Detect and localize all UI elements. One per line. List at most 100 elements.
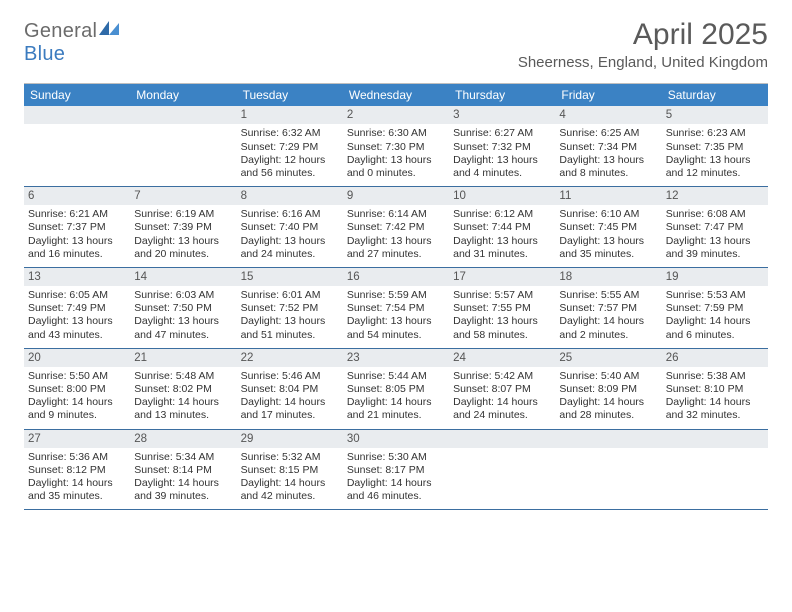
sunrise-text: Sunrise: 5:34 AM [134, 451, 232, 464]
brand-text: General Blue [24, 20, 121, 66]
week-row: 6Sunrise: 6:21 AMSunset: 7:37 PMDaylight… [24, 187, 768, 268]
day-number: 5 [662, 106, 768, 124]
daylight-text: Daylight: 14 hours and 9 minutes. [28, 396, 126, 422]
sunset-text: Sunset: 7:29 PM [241, 141, 339, 154]
daylight-text: Daylight: 13 hours and 43 minutes. [28, 315, 126, 341]
day-number [662, 430, 768, 448]
daylight-text: Daylight: 14 hours and 42 minutes. [241, 477, 339, 503]
week-row: 20Sunrise: 5:50 AMSunset: 8:00 PMDayligh… [24, 349, 768, 430]
sunset-text: Sunset: 8:07 PM [453, 383, 551, 396]
day-cell: 12Sunrise: 6:08 AMSunset: 7:47 PMDayligh… [662, 187, 768, 267]
sunrise-text: Sunrise: 6:16 AM [241, 208, 339, 221]
day-number [24, 106, 130, 124]
day-number: 7 [130, 187, 236, 205]
daylight-text: Daylight: 13 hours and 0 minutes. [347, 154, 445, 180]
daylight-text: Daylight: 12 hours and 56 minutes. [241, 154, 339, 180]
day-cell: 7Sunrise: 6:19 AMSunset: 7:39 PMDaylight… [130, 187, 236, 267]
sunrise-text: Sunrise: 5:53 AM [666, 289, 764, 302]
day-number [130, 106, 236, 124]
day-cell: 20Sunrise: 5:50 AMSunset: 8:00 PMDayligh… [24, 349, 130, 429]
daylight-text: Daylight: 14 hours and 13 minutes. [134, 396, 232, 422]
dayhead-mon: Monday [130, 84, 236, 106]
day-number: 13 [24, 268, 130, 286]
day-number: 19 [662, 268, 768, 286]
day-cell: 26Sunrise: 5:38 AMSunset: 8:10 PMDayligh… [662, 349, 768, 429]
day-cell: 3Sunrise: 6:27 AMSunset: 7:32 PMDaylight… [449, 106, 555, 186]
sunrise-text: Sunrise: 6:12 AM [453, 208, 551, 221]
location-subtitle: Sheerness, England, United Kingdom [518, 54, 768, 71]
sunset-text: Sunset: 7:30 PM [347, 141, 445, 154]
daylight-text: Daylight: 14 hours and 17 minutes. [241, 396, 339, 422]
sunrise-text: Sunrise: 6:23 AM [666, 127, 764, 140]
sunset-text: Sunset: 7:34 PM [559, 141, 657, 154]
daylight-text: Daylight: 14 hours and 32 minutes. [666, 396, 764, 422]
day-cell: 9Sunrise: 6:14 AMSunset: 7:42 PMDaylight… [343, 187, 449, 267]
day-number: 22 [237, 349, 343, 367]
sunset-text: Sunset: 7:50 PM [134, 302, 232, 315]
sunset-text: Sunset: 7:39 PM [134, 221, 232, 234]
sunrise-text: Sunrise: 6:08 AM [666, 208, 764, 221]
sunrise-text: Sunrise: 6:30 AM [347, 127, 445, 140]
day-number: 27 [24, 430, 130, 448]
day-cell: 21Sunrise: 5:48 AMSunset: 8:02 PMDayligh… [130, 349, 236, 429]
daylight-text: Daylight: 14 hours and 46 minutes. [347, 477, 445, 503]
daylight-text: Daylight: 14 hours and 2 minutes. [559, 315, 657, 341]
day-cell [449, 430, 555, 510]
daylight-text: Daylight: 13 hours and 35 minutes. [559, 235, 657, 261]
daylight-text: Daylight: 14 hours and 35 minutes. [28, 477, 126, 503]
sunset-text: Sunset: 8:00 PM [28, 383, 126, 396]
sunrise-text: Sunrise: 5:48 AM [134, 370, 232, 383]
day-number [449, 430, 555, 448]
sunset-text: Sunset: 7:40 PM [241, 221, 339, 234]
dayhead-tue: Tuesday [237, 84, 343, 106]
sunrise-text: Sunrise: 5:46 AM [241, 370, 339, 383]
dayhead-sun: Sunday [24, 84, 130, 106]
daylight-text: Daylight: 13 hours and 58 minutes. [453, 315, 551, 341]
day-cell: 24Sunrise: 5:42 AMSunset: 8:07 PMDayligh… [449, 349, 555, 429]
day-number: 16 [343, 268, 449, 286]
dayhead-sat: Saturday [662, 84, 768, 106]
day-number: 1 [237, 106, 343, 124]
sunrise-text: Sunrise: 6:25 AM [559, 127, 657, 140]
sunset-text: Sunset: 7:57 PM [559, 302, 657, 315]
day-number: 17 [449, 268, 555, 286]
weeks-container: 1Sunrise: 6:32 AMSunset: 7:29 PMDaylight… [24, 106, 768, 510]
sunrise-text: Sunrise: 6:21 AM [28, 208, 126, 221]
sunset-text: Sunset: 8:04 PM [241, 383, 339, 396]
day-number: 26 [662, 349, 768, 367]
daylight-text: Daylight: 13 hours and 12 minutes. [666, 154, 764, 180]
sunset-text: Sunset: 7:54 PM [347, 302, 445, 315]
flag-icon [99, 20, 121, 43]
sunrise-text: Sunrise: 6:32 AM [241, 127, 339, 140]
sunrise-text: Sunrise: 5:44 AM [347, 370, 445, 383]
day-number: 18 [555, 268, 661, 286]
day-cell: 16Sunrise: 5:59 AMSunset: 7:54 PMDayligh… [343, 268, 449, 348]
daylight-text: Daylight: 13 hours and 24 minutes. [241, 235, 339, 261]
day-cell: 14Sunrise: 6:03 AMSunset: 7:50 PMDayligh… [130, 268, 236, 348]
daylight-text: Daylight: 13 hours and 31 minutes. [453, 235, 551, 261]
daylight-text: Daylight: 14 hours and 39 minutes. [134, 477, 232, 503]
day-cell [24, 106, 130, 186]
day-number: 23 [343, 349, 449, 367]
day-number: 14 [130, 268, 236, 286]
sunset-text: Sunset: 7:45 PM [559, 221, 657, 234]
day-cell: 15Sunrise: 6:01 AMSunset: 7:52 PMDayligh… [237, 268, 343, 348]
daylight-text: Daylight: 13 hours and 51 minutes. [241, 315, 339, 341]
sunrise-text: Sunrise: 6:27 AM [453, 127, 551, 140]
day-cell: 5Sunrise: 6:23 AMSunset: 7:35 PMDaylight… [662, 106, 768, 186]
day-header-row: Sunday Monday Tuesday Wednesday Thursday… [24, 84, 768, 106]
day-cell: 10Sunrise: 6:12 AMSunset: 7:44 PMDayligh… [449, 187, 555, 267]
day-cell: 25Sunrise: 5:40 AMSunset: 8:09 PMDayligh… [555, 349, 661, 429]
brand-logo: General Blue [24, 20, 121, 66]
day-number: 30 [343, 430, 449, 448]
dayhead-fri: Friday [555, 84, 661, 106]
month-title: April 2025 [518, 18, 768, 52]
sunset-text: Sunset: 7:52 PM [241, 302, 339, 315]
day-number: 24 [449, 349, 555, 367]
sunset-text: Sunset: 8:12 PM [28, 464, 126, 477]
day-number: 25 [555, 349, 661, 367]
sunrise-text: Sunrise: 6:03 AM [134, 289, 232, 302]
sunset-text: Sunset: 8:15 PM [241, 464, 339, 477]
sunrise-text: Sunrise: 6:14 AM [347, 208, 445, 221]
day-cell [555, 430, 661, 510]
